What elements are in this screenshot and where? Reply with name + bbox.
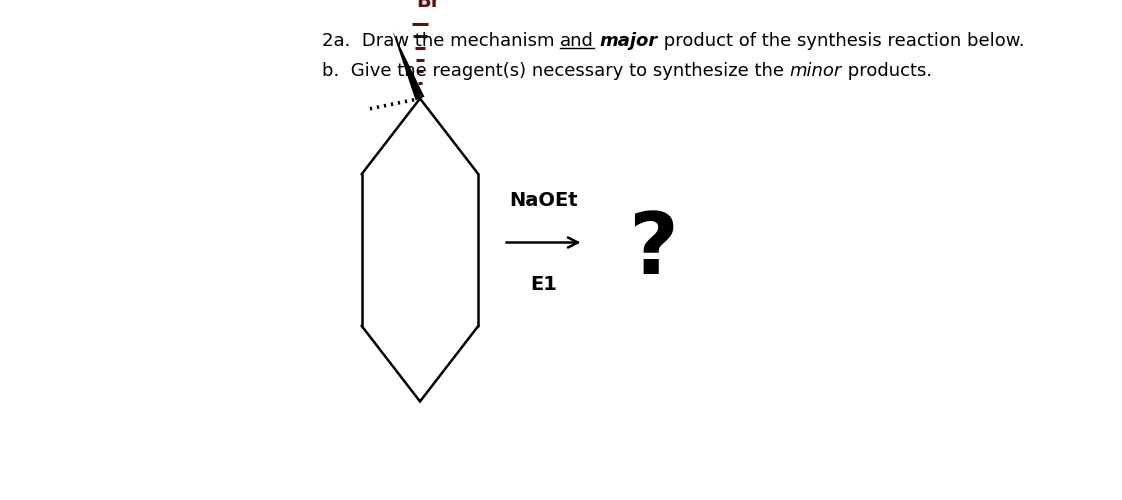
- Text: NaOEt: NaOEt: [509, 191, 578, 210]
- Text: 2a.  Draw the mechanism: 2a. Draw the mechanism: [322, 32, 560, 50]
- Text: Br: Br: [416, 0, 440, 11]
- Text: and: and: [560, 32, 595, 50]
- Text: minor: minor: [790, 62, 842, 80]
- Text: E1: E1: [530, 275, 557, 294]
- Polygon shape: [393, 31, 424, 100]
- Text: b.  Give the reagent(s) necessary to synthesize the: b. Give the reagent(s) necessary to synt…: [322, 62, 790, 80]
- Text: major: major: [600, 32, 659, 50]
- Text: product of the synthesis reaction below.: product of the synthesis reaction below.: [659, 32, 1024, 50]
- Text: products.: products.: [842, 62, 932, 80]
- Text: ?: ?: [628, 208, 679, 292]
